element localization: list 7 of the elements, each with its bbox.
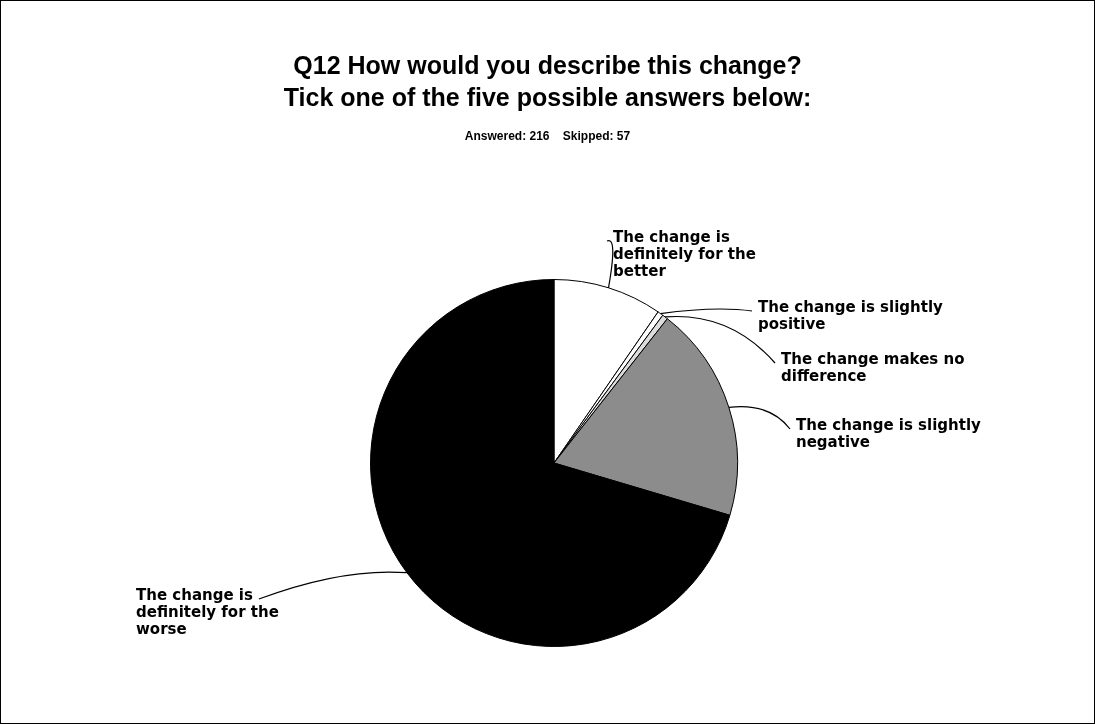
chart-subtitle: Answered: 216 Skipped: 57 xyxy=(463,129,632,143)
slice-label: The change makes no difference xyxy=(781,350,965,386)
slice-label: The change is definitely for the better xyxy=(613,228,756,281)
chart-title: Q12 How would you describe this change? Tick one of the five possible answers below: xyxy=(282,50,813,113)
slice-label: The change is definitely for the worse xyxy=(136,586,279,639)
slice-label: The change is slightly positive xyxy=(758,298,944,334)
slice-label: The change is slightly negative xyxy=(796,416,982,452)
